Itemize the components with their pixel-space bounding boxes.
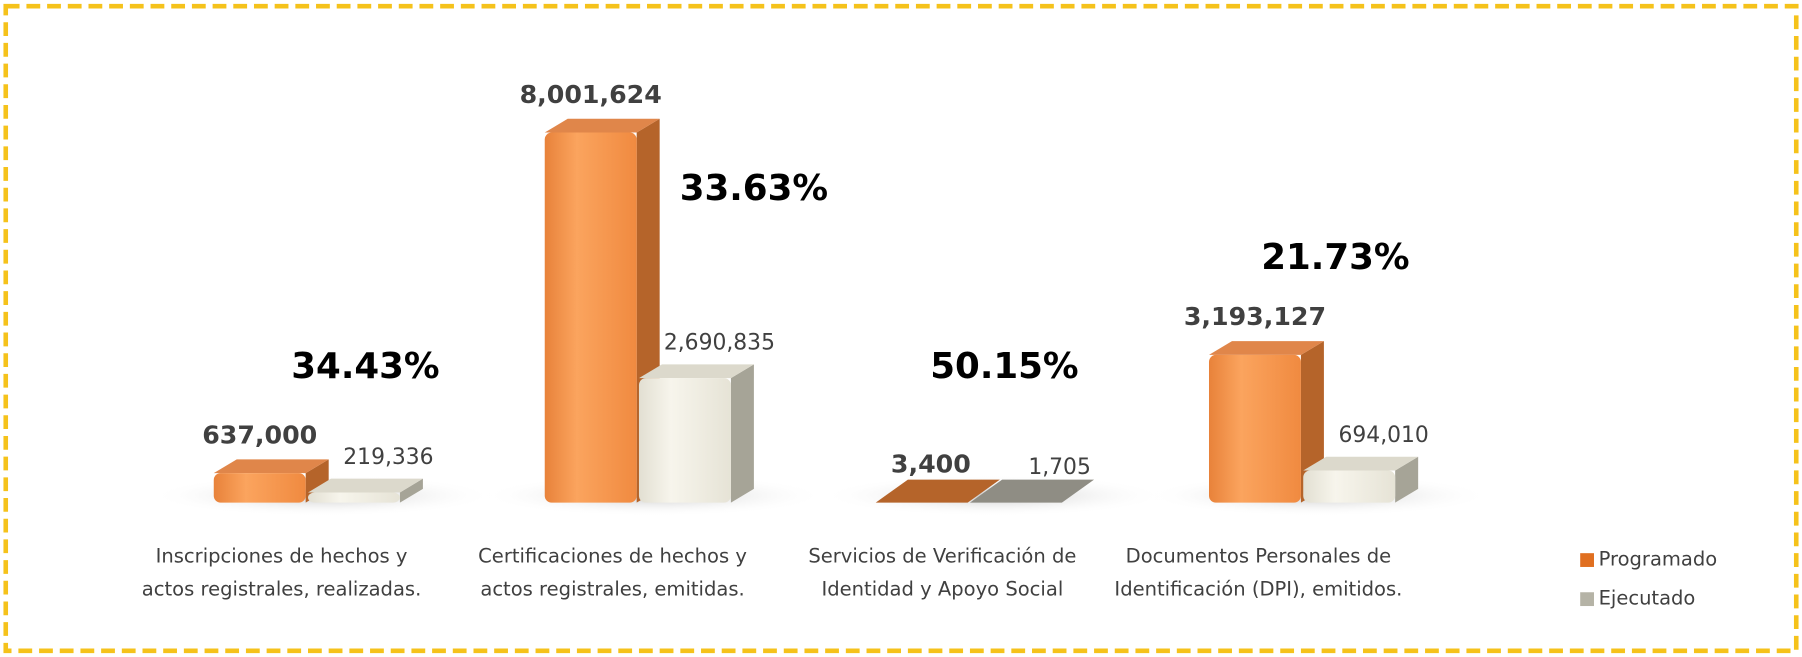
- legend-swatch: [1580, 592, 1594, 607]
- bar: [1303, 470, 1396, 503]
- value-label: 694,010: [1339, 423, 1429, 448]
- bar-top: [1208, 341, 1324, 355]
- value-label: 2,690,835: [664, 331, 775, 356]
- bar-top: [969, 479, 1095, 503]
- value-label: 8,001,624: [520, 80, 662, 109]
- execution-rate: 50.15%: [930, 346, 1078, 387]
- legend-swatch: [1580, 553, 1594, 567]
- x-tick-label: Servicios de Verificación de Identidad y…: [808, 545, 1077, 602]
- execution-rate: 21.73%: [1261, 237, 1409, 278]
- legend-label: Programado: [1599, 548, 1718, 571]
- bar: [638, 378, 731, 503]
- bar-top: [875, 479, 1000, 503]
- bar-top: [1303, 456, 1419, 471]
- bar-side: [399, 478, 423, 503]
- legend-label: Ejecutado: [1599, 587, 1696, 610]
- x-tick-label: Documentos Personales de Identificación …: [1114, 545, 1403, 602]
- category-label-box: Inscripciones de hechos y actos registra…: [141, 545, 422, 602]
- execution-rate: 34.43%: [291, 346, 439, 387]
- category-label-box: Certificaciones de hechos y actos regist…: [478, 545, 747, 602]
- bar: [213, 473, 306, 503]
- bar: [1208, 354, 1301, 503]
- category-label-box: Servicios de Verificación de Identidad y…: [808, 545, 1077, 602]
- bar: [307, 492, 400, 503]
- bar-top: [544, 118, 660, 133]
- category-label-box: Documentos Personales de Identificación …: [1114, 545, 1403, 602]
- bar-side: [730, 364, 754, 503]
- execution-rate: 33.63%: [680, 168, 828, 209]
- border: [3, 3, 1799, 654]
- bar-side: [1395, 456, 1419, 503]
- x-tick-label: Inscripciones de hechos y actos registra…: [141, 545, 422, 602]
- x-tick-label: Certificaciones de hechos y actos regist…: [478, 545, 747, 602]
- bar: [544, 132, 637, 503]
- value-label: 3,400: [891, 450, 971, 479]
- value-label: 637,000: [202, 420, 317, 449]
- bar-top: [638, 364, 754, 379]
- value-label: 219,336: [343, 445, 433, 470]
- value-label: 1,705: [1028, 455, 1091, 480]
- bar-top: [213, 459, 329, 474]
- bar-top: [307, 478, 423, 493]
- value-label: 3,193,127: [1184, 302, 1326, 331]
